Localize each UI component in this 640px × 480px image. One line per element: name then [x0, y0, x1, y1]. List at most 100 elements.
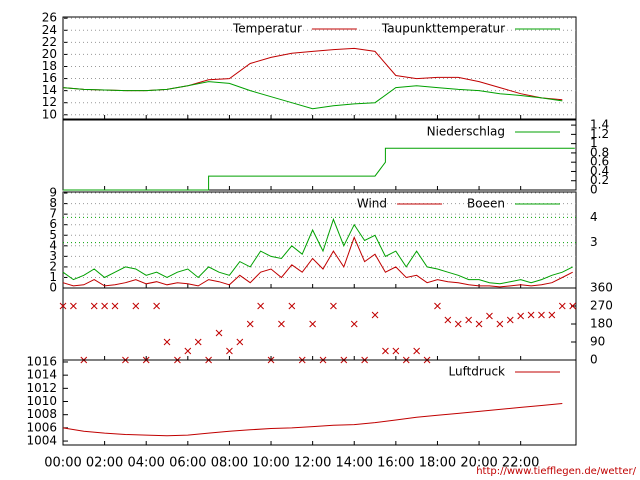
- y-tick-label: 1.2: [590, 127, 609, 141]
- y-tick-label: 18: [42, 59, 57, 73]
- point: [226, 347, 233, 355]
- y-tick-label: 1008: [26, 407, 57, 421]
- point: [465, 316, 473, 324]
- y-tick-label: 2: [49, 259, 57, 273]
- panel-frame: [62, 359, 577, 446]
- series-line: [62, 217, 573, 285]
- y-tick-label: 10: [42, 107, 57, 121]
- point: [486, 312, 493, 320]
- y-tick-label: 360: [590, 281, 613, 295]
- y-tick-label: 1010: [26, 394, 57, 408]
- y-tick-label: 270: [590, 299, 613, 313]
- series-line: [62, 236, 573, 288]
- y-tick-label: 0.2: [590, 173, 609, 187]
- x-tick-label: 12:00: [294, 456, 331, 471]
- y-tick-label: 26: [42, 11, 57, 25]
- point: [392, 347, 400, 355]
- y-tick-label: 0.4: [590, 164, 609, 178]
- panel-frame: [62, 119, 577, 191]
- y-tick-label: 12: [42, 95, 57, 109]
- point: [350, 320, 358, 328]
- y-tick-label: 0: [590, 183, 598, 197]
- y-tick-label: 20: [42, 47, 57, 61]
- point: [215, 329, 223, 337]
- point: [153, 302, 160, 310]
- point: [278, 320, 285, 328]
- y-tick-label: 1012: [26, 381, 57, 395]
- point: [538, 311, 545, 319]
- y-tick-label: 7: [49, 207, 57, 221]
- point: [101, 302, 108, 310]
- point: [246, 320, 254, 328]
- point: [309, 320, 316, 328]
- legend-label: Niederschlag: [427, 125, 505, 139]
- legend-label: Wind: [357, 197, 387, 211]
- y2-tick-label: 3: [590, 235, 598, 249]
- point: [496, 320, 504, 328]
- y-tick-label: 1: [49, 270, 57, 284]
- x-tick-label: 08:00: [211, 456, 248, 471]
- y-tick-label: 9: [49, 186, 57, 200]
- series-line: [62, 81, 563, 110]
- x-tick-label: 06:00: [169, 456, 206, 471]
- point: [382, 347, 389, 355]
- y-tick-label: 8: [49, 196, 57, 210]
- point: [184, 347, 192, 355]
- y-tick-label: 0: [590, 353, 598, 367]
- x-tick-label: 04:00: [127, 456, 164, 471]
- x-tick-label: 20:00: [460, 456, 497, 471]
- point: [194, 338, 202, 346]
- source-url: http://www.tiefflegen.de/wetter/: [476, 466, 636, 477]
- y-tick-label: 1: [590, 136, 598, 150]
- legend-label: Boeen: [467, 197, 505, 211]
- series-line: [63, 147, 575, 191]
- y-tick-label: 5: [49, 228, 57, 242]
- y-tick-label: 0: [49, 281, 57, 295]
- x-tick-label: 14:00: [336, 456, 373, 471]
- point: [569, 302, 577, 310]
- y-tick-label: 16: [42, 71, 57, 85]
- point: [371, 311, 379, 319]
- y-tick-label: 0.6: [590, 155, 609, 169]
- point: [517, 312, 525, 320]
- y-tick-label: 1.4: [590, 118, 609, 132]
- y-tick-label: 180: [590, 317, 613, 331]
- y-tick-label: 22: [42, 35, 57, 49]
- x-tick-label: 22:00: [502, 456, 539, 471]
- y-tick-label: 3: [49, 249, 57, 263]
- point: [454, 320, 462, 328]
- y-tick-label: 1006: [26, 420, 57, 434]
- point: [163, 338, 171, 346]
- y-tick-label: 24: [42, 23, 57, 37]
- point: [90, 302, 98, 310]
- point: [527, 311, 535, 319]
- point: [444, 316, 452, 324]
- legend-label: Temperatur: [232, 22, 302, 36]
- y-tick-label: 1016: [26, 354, 57, 368]
- y-tick-label: 1014: [26, 368, 57, 382]
- point: [257, 302, 264, 310]
- y-tick-label: 0.8: [590, 145, 609, 159]
- point: [506, 316, 514, 324]
- y2-tick-label: 4: [590, 210, 598, 224]
- point: [236, 338, 244, 346]
- x-tick-label: 16:00: [377, 456, 414, 471]
- legend-label: Taupunkttemperatur: [381, 22, 505, 36]
- legend-label: Luftdruck: [448, 365, 505, 379]
- point: [558, 302, 566, 310]
- y-tick-label: 1004: [26, 434, 57, 448]
- y-tick-label: 90: [590, 335, 605, 349]
- x-tick-label: 02:00: [86, 456, 123, 471]
- x-tick-label: 00:00: [44, 456, 81, 471]
- y-tick-label: 14: [42, 83, 57, 97]
- point: [288, 302, 296, 310]
- point: [111, 302, 119, 310]
- point: [132, 302, 140, 310]
- y-tick-label: 6: [49, 217, 57, 231]
- point: [70, 302, 77, 310]
- series-line: [62, 403, 563, 437]
- point: [413, 347, 421, 355]
- x-tick-label: 18:00: [419, 456, 456, 471]
